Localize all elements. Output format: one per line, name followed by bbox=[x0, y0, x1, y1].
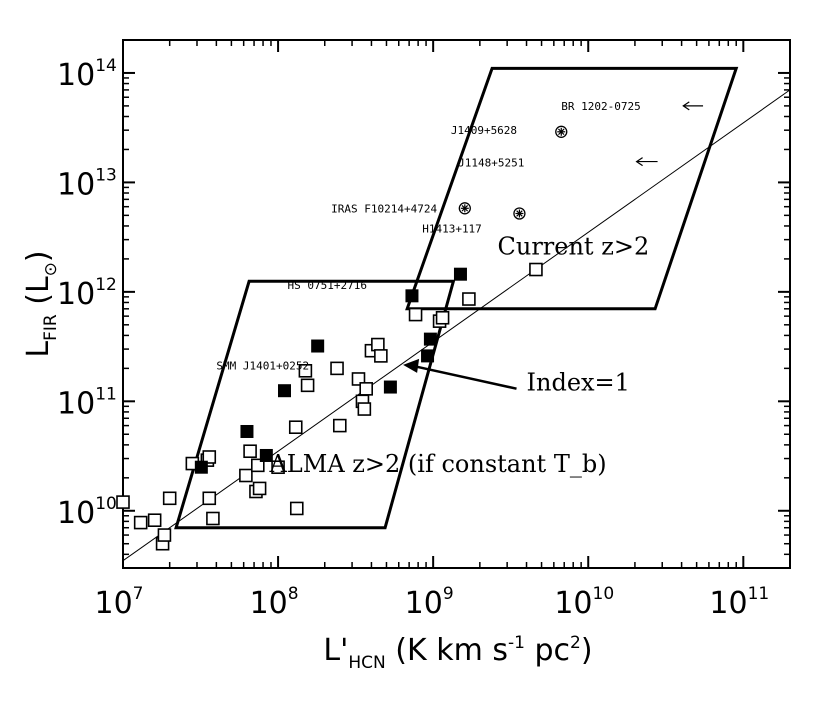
filled-square-point bbox=[194, 460, 208, 474]
circled-asterisk-ray bbox=[461, 205, 469, 212]
y-tick-label: 1011 bbox=[57, 384, 117, 421]
open-square-point bbox=[298, 364, 313, 378]
filled-square-point bbox=[240, 424, 254, 438]
regions bbox=[174, 66, 739, 530]
index-annotation: Index=1 bbox=[527, 369, 630, 397]
open-square-point bbox=[239, 468, 253, 483]
open-square-point bbox=[529, 262, 543, 277]
filled-square-point bbox=[311, 339, 325, 353]
open-square-point bbox=[371, 337, 385, 352]
open-square-point bbox=[359, 382, 373, 396]
open-square-point bbox=[330, 361, 344, 376]
y-axis-label: LFIR (L⊙) bbox=[21, 250, 61, 357]
filled-square-point bbox=[277, 384, 291, 398]
x-tick-label: 108 bbox=[250, 584, 299, 621]
fit-line bbox=[122, 89, 791, 562]
open-square-point bbox=[116, 495, 130, 509]
source-label: HS 0751+2716 bbox=[287, 279, 366, 292]
source-label: BR 1202-0725 bbox=[561, 100, 640, 113]
source-label: SMM J1401+0252 bbox=[216, 360, 309, 373]
circled-asterisk-point bbox=[513, 207, 526, 220]
label-arrowhead bbox=[635, 157, 643, 167]
circled-asterisk-ray bbox=[558, 128, 565, 136]
circled-asterisk-ring bbox=[513, 207, 526, 220]
region-1 bbox=[174, 279, 456, 530]
y-tick-label: 1014 bbox=[57, 56, 117, 93]
circled-asterisk-point bbox=[458, 202, 471, 215]
open-square-point bbox=[300, 378, 315, 393]
open-square-point bbox=[157, 528, 172, 542]
circled-asterisk-ray bbox=[516, 210, 523, 217]
filled-square-point bbox=[259, 448, 273, 462]
open-square-point bbox=[252, 481, 267, 496]
open-square-point bbox=[243, 444, 257, 459]
x-tick-label: 1010 bbox=[554, 584, 614, 621]
filled-square-point bbox=[383, 380, 397, 394]
filled-square-point bbox=[421, 349, 435, 363]
open-square-point bbox=[162, 491, 177, 506]
x-tick-label: 1011 bbox=[709, 584, 769, 621]
open-square-point bbox=[374, 349, 388, 363]
region-annotation: Current z>2 bbox=[498, 232, 650, 260]
open-square-point bbox=[435, 310, 450, 325]
ticks: 107 108 109 1010 1011 1010 1011 1012 1013 1014 bbox=[57, 39, 791, 621]
region-0 bbox=[405, 66, 739, 311]
source-label: H1413+117 bbox=[422, 222, 482, 235]
y-tick-label: 1012 bbox=[57, 275, 117, 312]
open-square-point bbox=[357, 402, 372, 416]
open-square-point bbox=[462, 292, 476, 306]
open-square-point bbox=[147, 513, 162, 528]
open-square-point bbox=[271, 460, 285, 475]
open-square-point bbox=[202, 450, 217, 464]
plot-frame bbox=[122, 39, 791, 569]
source-labels: BR 1202-0725 J1409+5628 J1148+5251 IRAS F10… bbox=[216, 100, 704, 373]
x-axis-label: L'HCN (K km s-1 pc2) bbox=[323, 633, 592, 673]
open-square-point bbox=[351, 372, 366, 386]
index-arrowhead bbox=[403, 358, 420, 373]
y-tick-label: 1010 bbox=[57, 494, 117, 531]
open-square-point bbox=[408, 307, 423, 322]
source-label: J1148+5251 bbox=[458, 157, 524, 170]
filled-square-point bbox=[453, 267, 467, 281]
label-arrowhead bbox=[682, 101, 690, 111]
data-points bbox=[116, 125, 568, 551]
open-square-point bbox=[289, 501, 304, 516]
circled-asterisk-point bbox=[555, 125, 568, 138]
source-label: IRAS F10214+4724 bbox=[331, 202, 437, 215]
fit-line-group bbox=[122, 89, 791, 562]
open-square-point bbox=[206, 511, 220, 526]
filled-square-point bbox=[405, 289, 419, 303]
open-square-point bbox=[133, 515, 148, 530]
open-square-point bbox=[202, 491, 217, 506]
open-square-point bbox=[332, 418, 347, 433]
annotations: Current z>2 Index=1 ALMA z>2 (if constant … bbox=[268, 232, 649, 478]
circled-asterisk-ring bbox=[458, 202, 471, 215]
source-label: J1409+5628 bbox=[451, 124, 517, 137]
x-tick-label: 109 bbox=[405, 584, 454, 621]
region-annotation: ALMA z>2 (if constant T_b) bbox=[268, 450, 606, 478]
filled-square-point bbox=[423, 332, 437, 346]
index-arrow bbox=[412, 364, 517, 390]
y-tick-label: 1013 bbox=[57, 165, 117, 202]
open-square-point bbox=[288, 420, 303, 435]
open-square-point bbox=[250, 458, 265, 473]
circled-asterisk-ring bbox=[555, 125, 568, 138]
x-tick-label: 107 bbox=[94, 584, 143, 621]
